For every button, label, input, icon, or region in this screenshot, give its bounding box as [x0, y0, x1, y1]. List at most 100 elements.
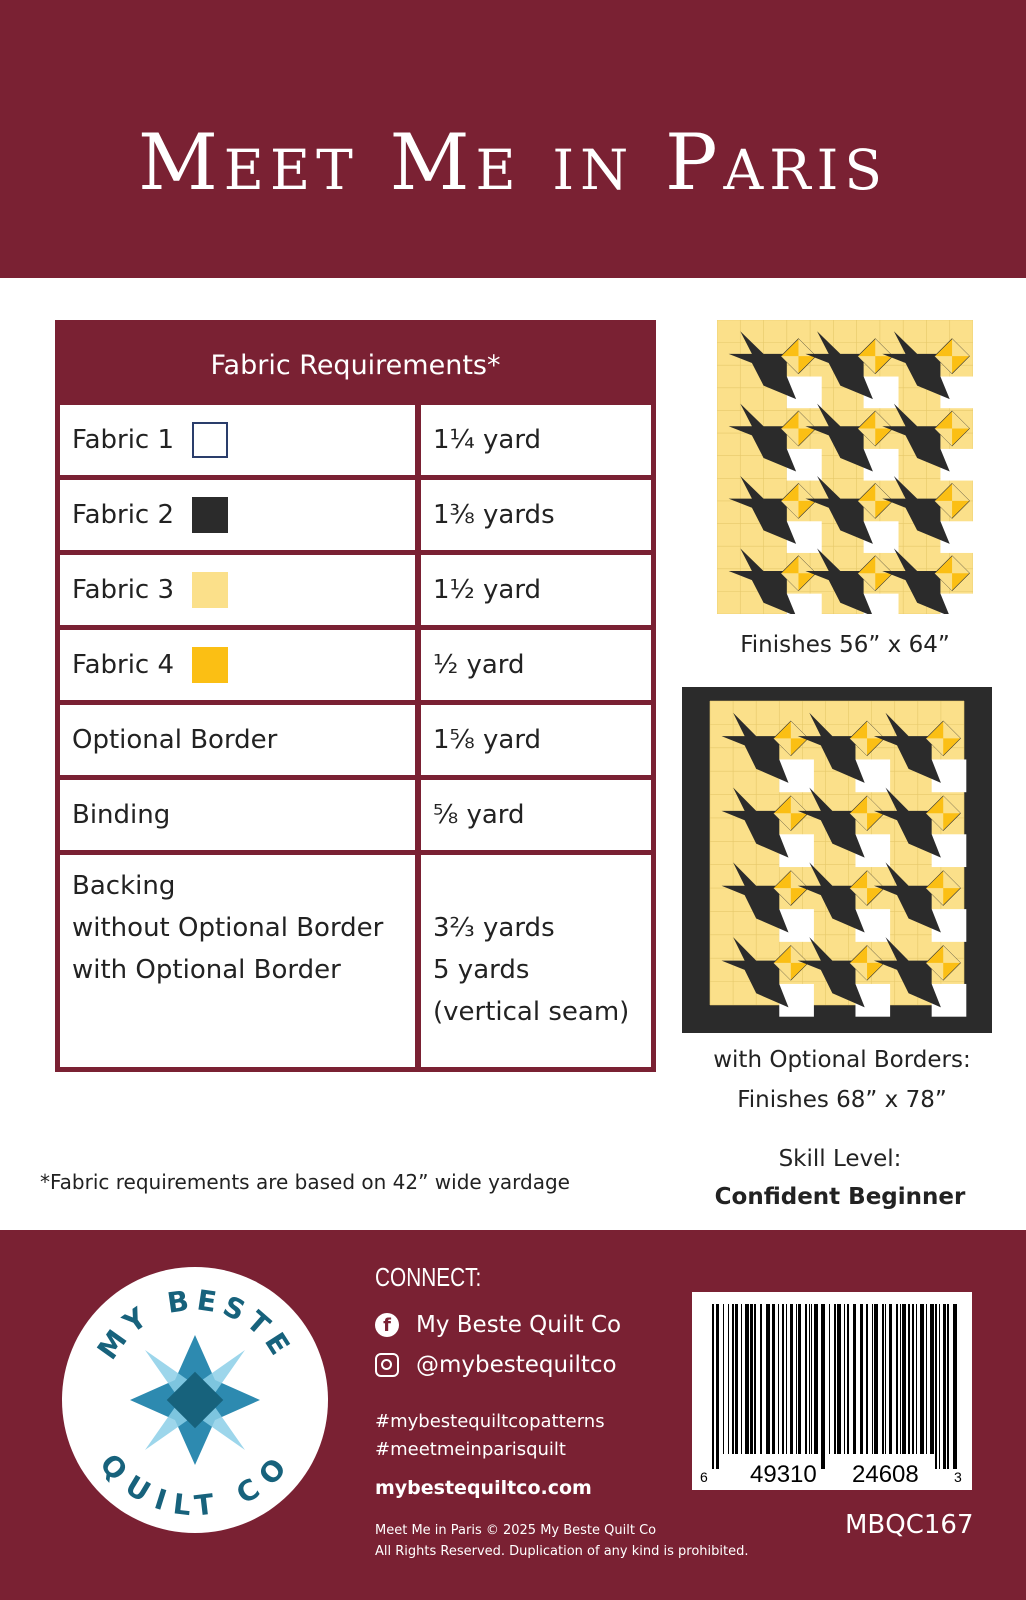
skill-label: Skill Level: — [778, 1146, 902, 1172]
barcode-bar — [760, 1304, 762, 1454]
backing-amount: 3⅔ yards 5 yards (vertical seam) — [421, 855, 651, 1067]
fabric-amount: ½ yard — [433, 650, 525, 680]
table-header: Fabric Requirements* — [210, 350, 501, 381]
fabric-name: Fabric 1 — [72, 425, 175, 455]
barcode-bar — [809, 1304, 810, 1454]
footer-band: MY BESTE QUILT CO CONNECT: f My Beste Qu… — [0, 1230, 1026, 1600]
barcode-bar — [889, 1304, 892, 1454]
quilt-with-border-image — [682, 687, 992, 1033]
star-block — [797, 862, 865, 933]
barcode-bar — [745, 1304, 749, 1454]
barcode-bar — [900, 1304, 901, 1454]
fabric-row-label: Fabric 2 — [60, 480, 415, 550]
website-link[interactable]: mybestequiltco.com — [375, 1477, 592, 1499]
star-block — [805, 548, 872, 614]
barcode-bar — [885, 1304, 886, 1454]
border-caption-line: Finishes 68” x 78” — [737, 1087, 947, 1113]
backing-line: without Optional Border — [72, 913, 384, 943]
fabric-row-amount: ½ yard — [421, 630, 651, 700]
star-block — [873, 937, 941, 1008]
fabric-name: Fabric 3 — [72, 575, 175, 605]
barcode-bar — [847, 1304, 849, 1454]
star-block — [721, 787, 789, 858]
star-block — [805, 403, 873, 472]
facebook-link[interactable]: f My Beste Quilt Co — [375, 1312, 621, 1338]
fabric-row-label: Optional Border — [60, 705, 415, 775]
connect-heading: CONNECT: — [375, 1262, 482, 1292]
star-block — [805, 331, 873, 400]
hashtag: #meetmeinparisquilt — [375, 1439, 566, 1460]
border-caption: with Optional Borders: Finishes 68” x 78… — [682, 1040, 1002, 1120]
hashtag: #mybestequiltcopatterns — [375, 1411, 605, 1432]
barcode-bar — [766, 1304, 770, 1454]
barcode-bar — [772, 1304, 775, 1454]
barcode-digits: 3 — [954, 1469, 962, 1485]
barcode-bar — [902, 1304, 906, 1454]
hashtags: #mybestequiltcopatterns #meetmeinparisqu… — [375, 1408, 605, 1464]
barcode-bar — [712, 1304, 714, 1469]
star-block — [882, 476, 950, 544]
star-block — [728, 548, 796, 614]
facebook-icon: f — [375, 1313, 399, 1337]
backing-amount-line: 3⅔ yards — [433, 913, 555, 943]
copyright-line: All Rights Reserved. Duplication of any … — [375, 1544, 749, 1559]
fabric-swatch — [192, 647, 229, 683]
barcode-bar — [798, 1304, 801, 1454]
fabric-amount: 1¼ yard — [433, 425, 542, 455]
barcode-bar — [837, 1304, 841, 1454]
star-block — [728, 331, 797, 400]
instagram-icon — [375, 1353, 399, 1377]
instagram-link[interactable]: @mybestequiltco — [375, 1352, 617, 1378]
barcode-bar — [723, 1304, 724, 1454]
barcode-bar — [805, 1304, 807, 1454]
backing-line: Backing — [72, 871, 176, 901]
fabric-row-amount: 1½ yard — [421, 555, 651, 625]
star-block — [882, 331, 950, 400]
star-block — [873, 712, 941, 783]
star-block — [797, 787, 865, 858]
backing-line: with Optional Border — [72, 955, 341, 985]
fabric-swatch — [192, 572, 229, 608]
barcode-bar — [916, 1304, 917, 1454]
pinwheel-block — [925, 870, 961, 906]
fabric-name: Optional Border — [72, 725, 278, 755]
fabric-amount: ⅝ yard — [433, 800, 525, 830]
star-block — [873, 862, 941, 933]
star-block — [728, 403, 797, 472]
star-block — [728, 476, 797, 544]
star-block — [882, 548, 949, 614]
barcode-bar — [821, 1304, 825, 1469]
barcode-bar — [716, 1304, 719, 1469]
fabric-name: Fabric 2 — [72, 500, 175, 530]
barcode-bar — [782, 1304, 784, 1454]
barcode-bar — [786, 1304, 787, 1454]
fabric-name: Binding — [72, 800, 171, 830]
fabric-row-amount: 1⅜ yards — [421, 480, 651, 550]
barcode-bar — [829, 1304, 830, 1454]
instagram-handle: @mybestequiltco — [416, 1352, 617, 1378]
white-square — [863, 593, 899, 614]
fabric-requirements-table: Fabric Requirements* Fabric 1 1¼ yard Fabr… — [55, 320, 656, 1072]
barcode: 6 49310 24608 3 — [692, 1292, 972, 1490]
fabric-amount: 1⅜ yards — [433, 500, 555, 530]
page-title: Meet Me in Paris — [137, 118, 889, 208]
barcode-bar — [920, 1304, 924, 1454]
barcode-bar — [939, 1304, 940, 1469]
white-square — [940, 593, 973, 614]
barcode-bar — [930, 1304, 934, 1454]
barcode-digits: 24608 — [852, 1461, 919, 1488]
pinwheel-block — [773, 870, 809, 906]
barcode-bar — [935, 1304, 937, 1469]
fabric-name: Fabric 4 — [72, 650, 175, 680]
skill-value: Confident Beginner — [714, 1184, 966, 1210]
footnote: *Fabric requirements are based on 42” wi… — [40, 1170, 570, 1194]
logo: MY BESTE QUILT CO — [62, 1267, 328, 1533]
barcode-bar — [947, 1304, 949, 1469]
barcode-bar — [943, 1304, 946, 1469]
barcode-bar — [778, 1304, 779, 1454]
barcode-bar — [953, 1304, 957, 1469]
fabric-row-label: Fabric 1 — [60, 405, 415, 475]
white-square — [786, 593, 822, 614]
fabric-row-label: Fabric 3 — [60, 555, 415, 625]
barcode-bar — [860, 1304, 863, 1454]
